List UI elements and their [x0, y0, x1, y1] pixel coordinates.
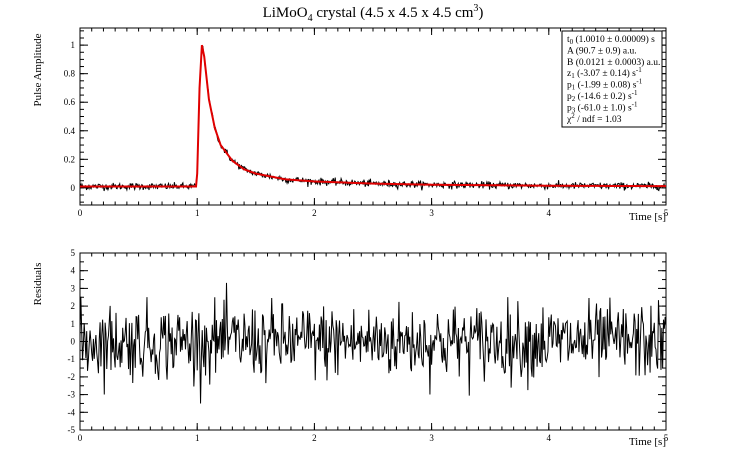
y-tick-label: 5: [71, 248, 76, 258]
x-tick-label: 2: [312, 433, 317, 443]
chart-title: LiMoO4 crystal (4.5 x 4.5 x 4.5 cm3): [263, 3, 484, 24]
y-tick-label: 0.4: [64, 126, 76, 136]
y-tick-label: 0.2: [64, 154, 75, 164]
y-tick-label: 0: [71, 183, 76, 193]
y-tick-label: -2: [68, 372, 76, 382]
y-tick-label: 0: [71, 337, 76, 347]
fit-stat-line: p1 (-1.99 ± 0.08) s-1: [567, 78, 643, 92]
x-tick-label: 1: [195, 433, 200, 443]
y-tick-label: 2: [71, 301, 76, 311]
fit-stats-lines: t0 (1.0010 ± 0.00009) sA (90.7 ± 0.9) a.…: [566, 34, 660, 125]
x-tick-label: 3: [429, 433, 434, 443]
residuals-panel: 0 1 2 3 4 5 -5 -4 -3 -2 -1 0 1 2 3 4 5 Residuals Time [s…: [32, 248, 669, 448]
x-tick-label: 0: [78, 208, 83, 218]
pulse-x-axis-label: Time [s]: [629, 211, 666, 223]
x-tick-label: 4: [547, 433, 552, 443]
residuals-trace: [79, 282, 667, 404]
fit-stat-line: t0 (1.0010 ± 0.00009) s: [567, 34, 655, 46]
x-tick-label: 3: [429, 208, 434, 218]
fit-stat-line: z1 (-3.07 ± 0.14) s-1: [567, 66, 642, 80]
fit-stat-line: p2 (-14.6 ± 0.2) s-1: [567, 89, 638, 103]
x-tick-label: 4: [547, 208, 552, 218]
pulse-y-axis-label: Pulse Amplitude: [32, 33, 44, 106]
y-tick-label: -1: [68, 354, 76, 364]
y-tick-label: 3: [71, 283, 76, 293]
fit-stats-box: t0 (1.0010 ± 0.00009) sA (90.7 ± 0.9) a.…: [561, 30, 663, 128]
y-tick-label: 0.6: [64, 97, 76, 107]
y-tick-label: 1: [71, 40, 76, 50]
residuals-y-axis-label: Residuals: [32, 263, 44, 306]
residuals-x-axis-label: Time [s]: [629, 436, 666, 448]
fit-stat-line: χ2 / ndf = 1.03: [566, 112, 622, 125]
x-tick-label: 5: [664, 208, 669, 218]
y-tick-label: 0.8: [64, 69, 76, 79]
y-tick-label: 4: [71, 266, 76, 276]
y-tick-label: -3: [68, 390, 76, 400]
y-tick-label: -5: [68, 425, 76, 435]
fit-stat-line: A (90.7 ± 0.9) a.u.: [567, 45, 637, 56]
y-tick-label: -4: [68, 407, 76, 417]
fit-stat-line: B (0.0121 ± 0.0003) a.u.: [567, 57, 660, 68]
residuals-axis-ticks: 0 1 2 3 4 5 -5 -4 -3 -2 -1 0 1 2 3 4 5: [68, 248, 669, 443]
fit-stats-frame: [561, 30, 663, 128]
y-tick-label: 1: [71, 319, 76, 329]
x-tick-label: 1: [195, 208, 200, 218]
pulse-panel: 0 1 2 3 4 5 0 0.2 0.4 0.6 0.8 1 Pulse Amplitude Tim…: [32, 27, 669, 223]
x-tick-label: 2: [312, 208, 317, 218]
x-tick-label: 5: [664, 433, 669, 443]
fit-stat-line: p3 (-61.0 ± 1.0) s-1: [567, 100, 638, 114]
pulse-fit-curve: [80, 44, 667, 188]
x-tick-label: 0: [78, 433, 83, 443]
